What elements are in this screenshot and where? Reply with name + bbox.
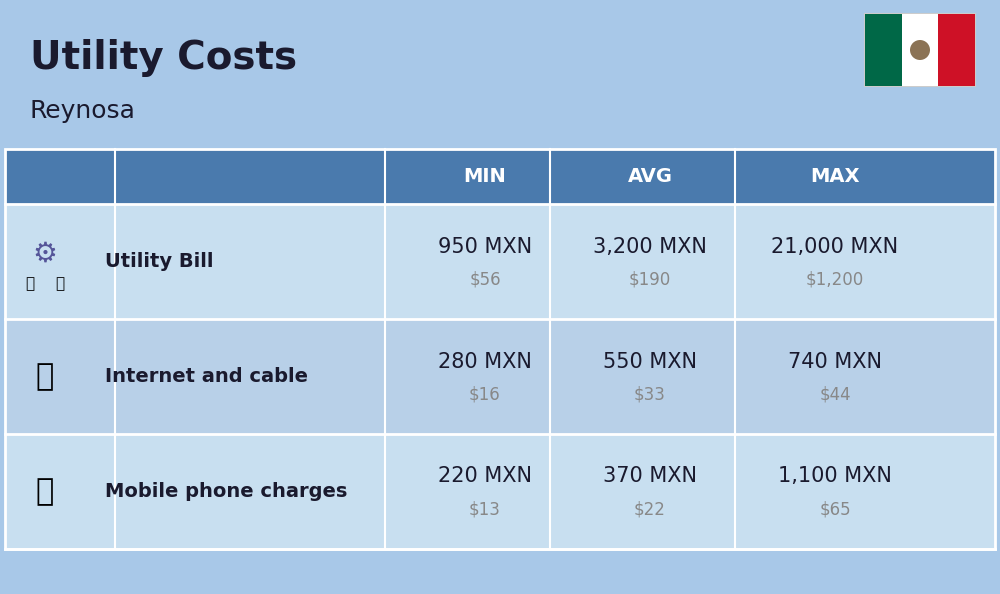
Text: 💡: 💡 <box>55 276 65 291</box>
Text: Utility Bill: Utility Bill <box>105 252 214 271</box>
Text: 220 MXN: 220 MXN <box>438 466 532 486</box>
Text: $22: $22 <box>634 501 666 519</box>
Bar <box>5 319 995 434</box>
Bar <box>902 14 938 86</box>
Text: 3,200 MXN: 3,200 MXN <box>593 236 707 257</box>
Bar <box>5 434 995 549</box>
Text: 280 MXN: 280 MXN <box>438 352 532 371</box>
Text: $16: $16 <box>469 386 501 403</box>
Text: $33: $33 <box>634 386 666 403</box>
Text: 🔌: 🔌 <box>25 276 35 291</box>
Bar <box>5 149 995 549</box>
Text: MAX: MAX <box>810 167 860 186</box>
Text: 📶: 📶 <box>36 362 54 391</box>
Text: 550 MXN: 550 MXN <box>603 352 697 371</box>
Bar <box>865 14 902 86</box>
Text: 21,000 MXN: 21,000 MXN <box>771 236 899 257</box>
Text: Mobile phone charges: Mobile phone charges <box>105 482 347 501</box>
Text: Reynosa: Reynosa <box>30 99 136 123</box>
Text: $65: $65 <box>819 501 851 519</box>
Text: Internet and cable: Internet and cable <box>105 367 308 386</box>
Text: $44: $44 <box>819 386 851 403</box>
Text: 740 MXN: 740 MXN <box>788 352 882 371</box>
Circle shape <box>910 40 930 60</box>
Bar <box>5 204 995 319</box>
Text: $1,200: $1,200 <box>806 270 864 289</box>
Text: $13: $13 <box>469 501 501 519</box>
Bar <box>5 149 995 204</box>
Bar <box>865 14 975 86</box>
Text: $56: $56 <box>469 270 501 289</box>
Bar <box>7 453 83 529</box>
Bar <box>7 223 83 299</box>
Text: 📱: 📱 <box>36 477 54 506</box>
Text: MIN: MIN <box>464 167 506 186</box>
Bar <box>7 339 83 415</box>
Bar <box>938 14 975 86</box>
Text: AVG: AVG <box>628 167 672 186</box>
Text: Utility Costs: Utility Costs <box>30 39 297 77</box>
Text: 1,100 MXN: 1,100 MXN <box>778 466 892 486</box>
Text: 370 MXN: 370 MXN <box>603 466 697 486</box>
Text: ⚙: ⚙ <box>33 239 57 267</box>
Text: $190: $190 <box>629 270 671 289</box>
Text: 950 MXN: 950 MXN <box>438 236 532 257</box>
